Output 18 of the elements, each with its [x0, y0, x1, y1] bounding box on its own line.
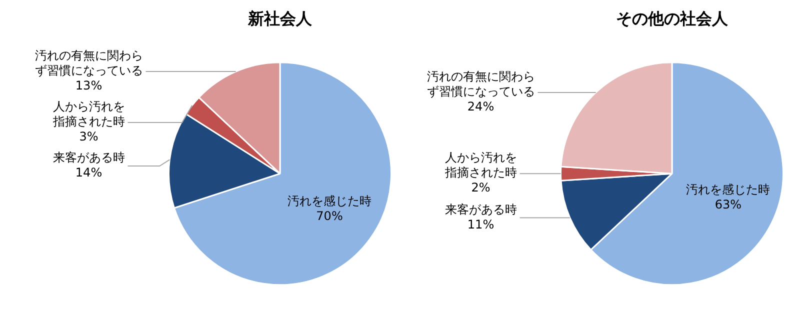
data-label: 3%: [79, 130, 98, 144]
slice-label: 汚れの有無に関わらず習慣になっている: [34, 48, 143, 78]
slice-label: 汚れを感じた時: [288, 194, 372, 208]
slice-label: 人から汚れを指摘された時: [52, 100, 125, 129]
chart-title: 新社会人: [247, 8, 313, 28]
data-label: 24%: [467, 100, 494, 114]
slice-label: 汚れを感じた時: [686, 182, 770, 197]
data-label: 2%: [471, 180, 490, 195]
slice-label: 人から汚れを指摘された時: [444, 150, 517, 180]
data-label: 70%: [316, 209, 343, 224]
data-label: 13%: [75, 78, 102, 93]
data-label: 14%: [75, 166, 102, 180]
data-label: 63%: [714, 198, 742, 212]
data-label: 11%: [467, 217, 494, 232]
slice-label: 来客がある時: [444, 202, 517, 216]
chart-title: その他の社会人: [616, 8, 729, 28]
slice-label: 来客がある時: [52, 150, 125, 165]
slice-label: 汚れの有無に関わらず習慣になっている: [426, 70, 535, 99]
